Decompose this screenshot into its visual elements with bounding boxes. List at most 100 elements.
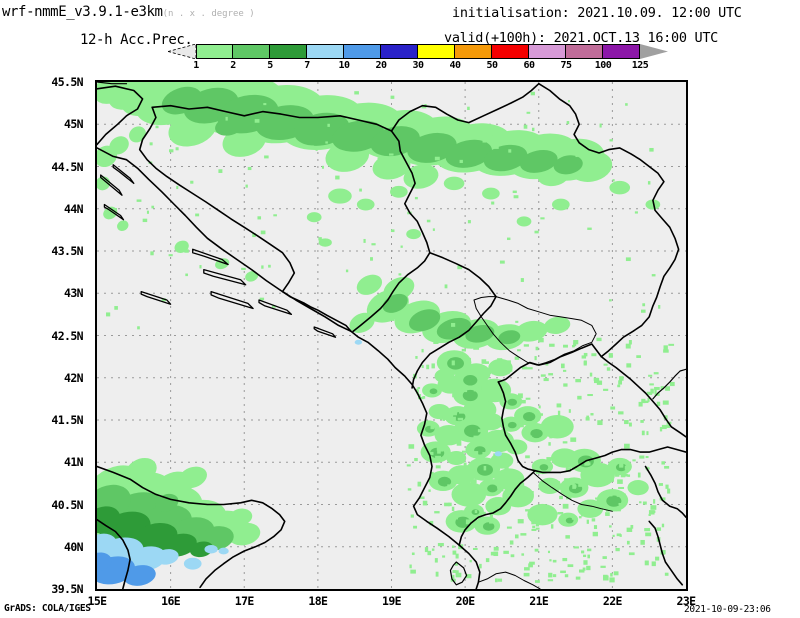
island-1 (203, 268, 247, 286)
border-north-fragment (97, 82, 128, 85)
y-tick-41.5N: 41.5N (51, 413, 83, 427)
x-tick-21E: 21E (529, 594, 549, 608)
colorbar-tick-50: 50 (486, 60, 498, 71)
coastline-italy (97, 465, 286, 589)
precip-speckle-dots (106, 91, 675, 583)
colorbar-band-2 (270, 44, 307, 59)
x-tick-18E: 18E (308, 594, 328, 608)
grads-credit: GrADS: COLA/IGES (4, 603, 91, 614)
colorbar-tick-labels: 1 2 5 7 10 20 30 40 50 60 75 100 125 (193, 59, 649, 73)
border-greece-albania-south (477, 571, 541, 589)
colorbar-tick-20: 20 (375, 60, 387, 71)
island-7 (103, 203, 125, 221)
x-tick-16E: 16E (161, 594, 181, 608)
model-title-suffix: (n . x . degree ) (162, 9, 255, 19)
border-serbia-east (538, 82, 680, 358)
x-tick-17E: 17E (234, 594, 255, 608)
y-tick-42.5N: 42.5N (51, 328, 83, 343)
x-tick-20E: 20E (455, 594, 476, 608)
y-tick-42N: 42N (64, 370, 84, 385)
colorbar-band-7 (455, 44, 492, 59)
colorbar-band-11 (603, 44, 640, 59)
colorbar-tick-5: 5 (267, 60, 273, 71)
island-4 (258, 299, 293, 316)
precip-sw-dark (97, 506, 214, 558)
colorbar-tick-7: 7 (304, 60, 310, 71)
colorbar-band-10 (566, 44, 603, 59)
precip-lightblue-cores (204, 339, 502, 555)
colorbar-tick-125: 125 (631, 60, 649, 71)
island-5 (112, 164, 135, 185)
colorbar-tick-30: 30 (412, 60, 424, 71)
colorbar-tick-100: 100 (594, 60, 612, 71)
coastline-borders (97, 82, 686, 589)
coastline-greece-east (648, 520, 684, 586)
map-plot-area (95, 80, 688, 591)
x-axis-labels: 15E 16E 17E 18E 19E 20E 21E 22E 23E (88, 592, 697, 610)
island-2 (140, 290, 172, 305)
y-tick-43.5N: 43.5N (51, 244, 83, 258)
x-tick-22E: 22E (602, 594, 623, 608)
colorbar-tick-10: 10 (338, 60, 350, 71)
colorbar-band-9 (529, 44, 566, 59)
border-croatia-bosnia-north (151, 104, 393, 132)
colorbar-over-arrow-icon (640, 44, 668, 59)
y-tick-44N: 44N (64, 201, 84, 216)
model-title-text: wrf-nmmE_v3.9.1-e3km (2, 4, 163, 20)
border-macedonia-north (497, 343, 686, 438)
field-title: 12-h Acc.Prec. (80, 32, 193, 48)
border-bosnia-east (352, 130, 431, 333)
coastline-thermaic (644, 465, 686, 518)
island-8 (313, 326, 337, 338)
valid-time-line: valid(+100h): 2021.OCT.13 16:00 UTC (444, 30, 718, 46)
y-tick-39.5N: 39.5N (51, 582, 83, 596)
border-montenegro-east (411, 251, 497, 389)
y-tick-45N: 45N (64, 117, 84, 132)
y-tick-40.5N: 40.5N (51, 497, 83, 512)
border-bulgaria (652, 368, 686, 400)
colorbar-band-5 (381, 44, 418, 59)
coastline-adriatic (97, 147, 481, 589)
border-greece-inland (532, 471, 613, 512)
x-tick-15E: 15E (87, 594, 108, 608)
border-albania-greece (458, 469, 536, 546)
precip-dalmatia-light (97, 126, 259, 282)
border-slovenia-croatia (97, 85, 144, 146)
precip-scattered-central-light (306, 176, 661, 247)
y-tick-43N: 43N (64, 286, 84, 301)
colorbar-band-3 (307, 44, 344, 59)
y-tick-40N: 40N (64, 539, 84, 554)
x-tick-19E: 19E (382, 594, 402, 608)
y-tick-41N: 41N (64, 455, 84, 470)
border-croatia-bosnia-west (138, 106, 296, 293)
border-macedonia-south (497, 381, 686, 474)
colorbar-band-1 (233, 44, 270, 59)
border-serbia-hungary (390, 82, 540, 132)
colorbar-tick-60: 60 (523, 60, 535, 71)
precip-sw-blue (97, 552, 156, 586)
colorbar-tick-40: 40 (449, 60, 461, 71)
colorbar-band-4 (344, 44, 381, 59)
model-title: wrf-nmmE_v3.9.1-e3km(n . x . degree ) (2, 4, 255, 20)
y-tick-45.5N: 45.5N (51, 75, 83, 89)
map-clip (97, 82, 686, 589)
precipitation-field (97, 82, 675, 586)
island-6 (100, 174, 123, 196)
colorbar-band-8 (492, 44, 529, 59)
colorbar-band-6 (418, 44, 455, 59)
x-tick-23E: 23E (676, 594, 697, 608)
precipitation-map (97, 82, 686, 589)
precip-north-band-medium (161, 86, 583, 175)
colorbar-under-arrow-icon (168, 44, 196, 59)
island-corfu (449, 561, 468, 586)
colorbar-band-0 (196, 44, 233, 59)
colorbar-tick-75: 75 (560, 60, 572, 71)
island-0 (192, 248, 229, 266)
colorbar: 1 2 5 7 10 20 30 40 50 60 75 100 125 (168, 44, 668, 74)
y-tick-44.5N: 44.5N (51, 159, 83, 174)
coastline-italy-west (97, 518, 131, 589)
border-bosnia-coast (281, 290, 352, 333)
generated-timestamp: 2021-10-09-23:06 (684, 604, 771, 615)
initialisation-line: initialisation: 2021.10.09. 12:00 UTC (452, 5, 742, 21)
colorbar-tick-1: 1 (193, 60, 199, 71)
